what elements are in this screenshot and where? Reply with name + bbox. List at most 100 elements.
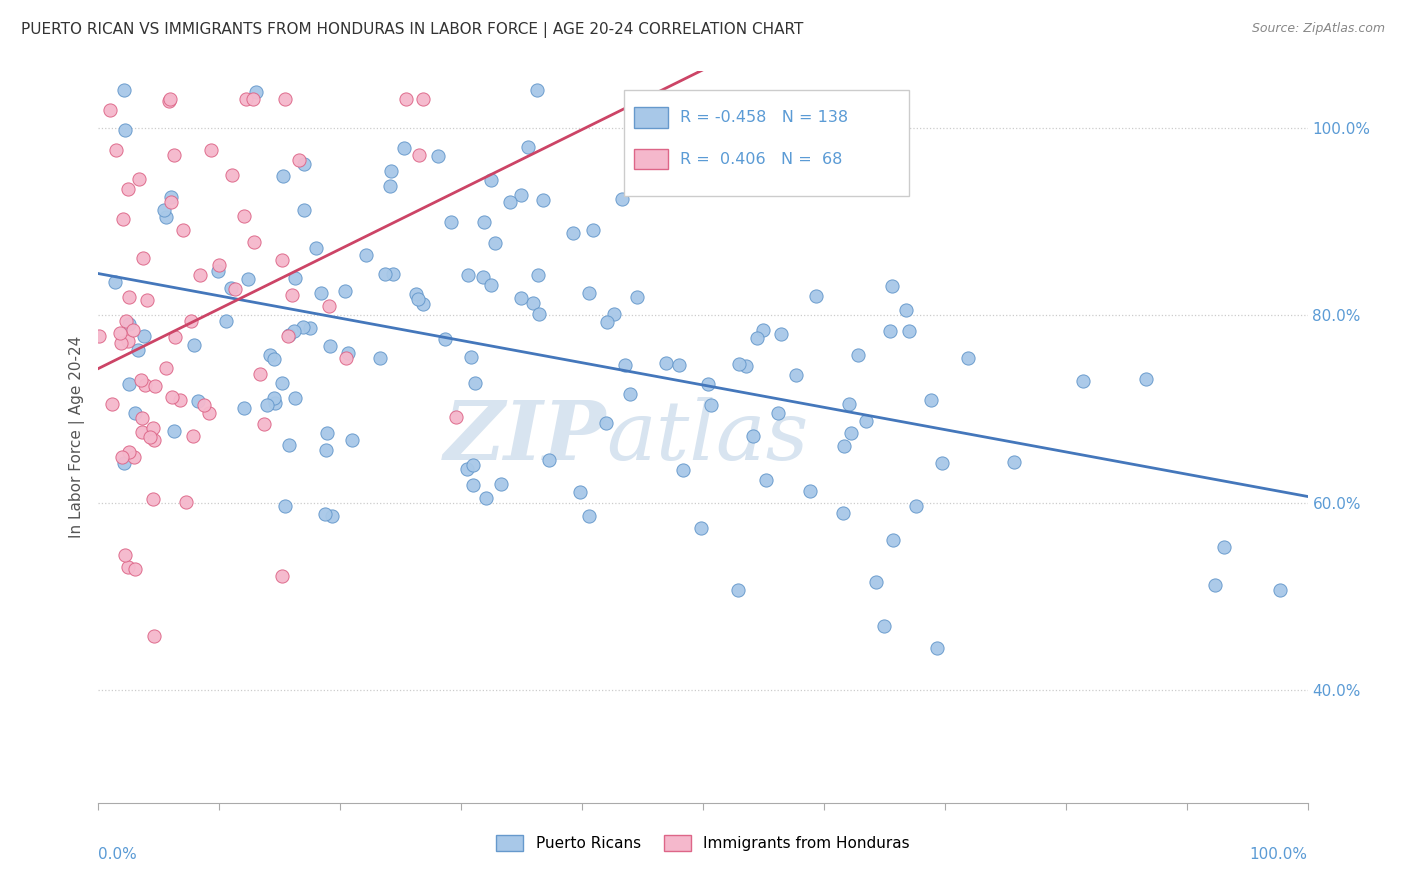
Text: R = -0.458   N = 138: R = -0.458 N = 138 [681,110,848,125]
Point [337,345,360,359]
Point [176,495,198,509]
Point [596,314,619,328]
Point [288,153,311,168]
Point [127,343,149,357]
Point [271,169,294,183]
Point [1212,540,1234,554]
Point [882,279,904,293]
Point [484,235,506,250]
Point [157,94,180,108]
Point [603,307,626,321]
Point [114,314,136,328]
Point [112,83,135,97]
Point [270,376,292,391]
Point [321,509,343,524]
Point [110,326,132,341]
Point [163,147,186,161]
Point [745,330,768,344]
Point [274,93,297,107]
Point [132,328,155,343]
Point [256,397,278,411]
Point [846,348,869,362]
Point [700,398,723,412]
Y-axis label: In Labor Force | Age 20-24: In Labor Force | Age 20-24 [69,336,86,538]
Point [181,429,204,443]
Point [111,211,134,226]
Point [526,83,548,97]
Point [117,334,139,349]
Point [474,215,496,229]
Point [118,377,141,392]
Point [104,275,127,289]
Point [832,439,855,453]
Point [232,209,254,223]
Point [314,507,336,521]
Point [318,299,340,313]
Point [142,421,165,435]
Point [138,430,160,444]
Text: atlas: atlas [606,397,808,477]
Text: Source: ZipAtlas.com: Source: ZipAtlas.com [1251,22,1385,36]
Point [143,629,166,643]
Point [562,226,585,240]
Point [249,367,271,381]
Point [169,393,191,408]
Point [752,323,775,337]
Point [568,484,591,499]
Point [690,521,713,535]
Point [672,463,695,477]
Point [838,397,860,411]
Point [172,222,194,236]
Point [755,473,778,487]
Point [537,453,560,467]
Point [235,93,257,107]
Point [242,93,264,107]
Point [292,156,315,170]
Point [118,289,141,303]
Point [931,456,953,470]
Point [412,93,434,107]
Point [270,569,292,583]
FancyBboxPatch shape [624,90,908,195]
Point [165,329,187,343]
Text: 100.0%: 100.0% [1250,847,1308,862]
Point [221,281,243,295]
Point [527,268,550,282]
Point [354,248,377,262]
Point [920,392,942,407]
Point [380,179,402,194]
Point [114,548,136,562]
Point [259,348,281,362]
Point [111,450,134,465]
Point [957,351,980,365]
Point [522,295,544,310]
Point [236,272,259,286]
Text: PUERTO RICAN VS IMMIGRANTS FROM HONDURAS IN LABOR FORCE | AGE 20-24 CORRELATION : PUERTO RICAN VS IMMIGRANTS FROM HONDURAS… [21,22,803,38]
Point [315,443,337,458]
Point [578,286,600,301]
Point [281,288,304,302]
Point [316,426,339,441]
Point [283,324,305,338]
Point [155,360,177,375]
Point [112,456,135,470]
Point [865,574,887,589]
Point [769,327,792,342]
Point [104,143,127,157]
Point [380,164,402,178]
Point [278,327,301,342]
Point [434,332,457,346]
Point [152,202,174,217]
Point [509,187,531,202]
Point [131,425,153,439]
Point [472,269,495,284]
Point [263,396,285,410]
Point [406,292,429,306]
Point [785,368,807,383]
Point [457,268,479,282]
Point [405,286,427,301]
Point [905,499,928,513]
FancyBboxPatch shape [634,149,668,169]
Point [509,291,531,305]
Point [531,194,554,208]
